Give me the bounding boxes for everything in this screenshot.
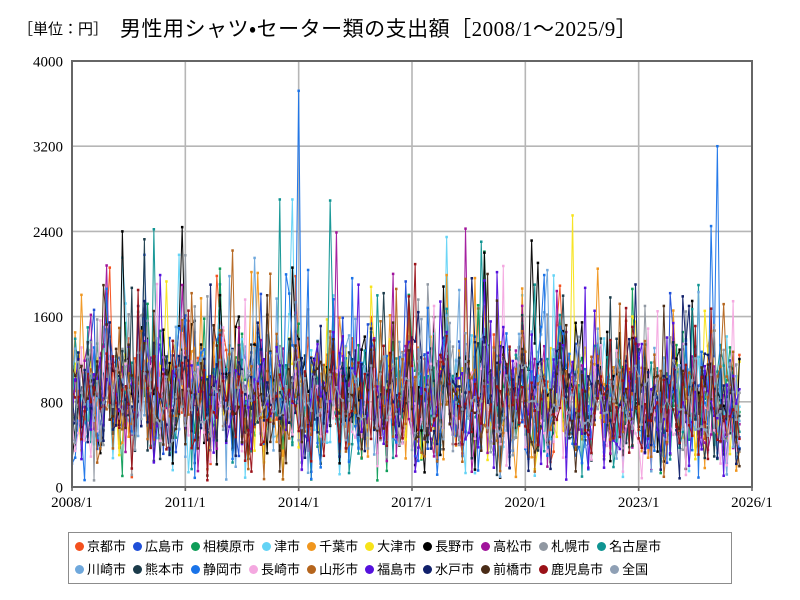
legend-marker-icon [75, 542, 84, 551]
legend-item[interactable]: 静岡市 [191, 563, 242, 576]
y-axis-tick-label: 3200 [33, 140, 63, 156]
legend-item[interactable]: 名古屋市 [597, 540, 661, 553]
legend-marker-icon [539, 565, 549, 574]
legend-item[interactable]: 熊本市 [133, 563, 184, 576]
legend-label: 全国 [622, 562, 649, 577]
page-title: 男性用シャツ・セーター類の支出額［2008/1〜2025/9］ [120, 17, 638, 41]
legend-label: 山形市 [319, 562, 359, 577]
legend-marker-icon [423, 565, 433, 574]
x-axis-tick-label: 2011/1 [165, 495, 206, 511]
legend-label: 相模原市 [203, 539, 256, 554]
legend-label: 千葉市 [319, 539, 359, 554]
legend-marker-icon [423, 542, 433, 551]
legend-item[interactable]: 全国 [610, 563, 648, 576]
legend-marker-icon [481, 565, 491, 574]
legend-item[interactable]: 京都市 [75, 540, 126, 553]
y-axis-tick-label: 4000 [33, 55, 63, 71]
legend-label: 大津市 [377, 539, 417, 554]
legend-label: 長崎市 [261, 562, 301, 577]
legend-label: 広島市 [145, 539, 185, 554]
y-axis-tick-label: 800 [41, 395, 64, 411]
x-axis-tick-label: 2014/1 [278, 495, 320, 511]
legend-marker-icon [75, 565, 84, 574]
legend-marker-icon [191, 542, 201, 551]
legend-label: 福島市 [377, 562, 417, 577]
legend-label: 津市 [274, 539, 301, 554]
legend-label: 水戸市 [435, 562, 475, 577]
x-axis-tick-label: 2017/1 [391, 495, 433, 511]
legend-marker-icon [191, 565, 201, 574]
chart-legend: 京都市 広島市 相模原市 津市 千葉市 大津市 長野市 高松市 札幌市 名古屋市川崎市 熊本市 静岡市… [68, 532, 732, 584]
y-axis-tick-label: 1600 [33, 310, 63, 326]
legend-marker-icon [539, 542, 549, 551]
x-axis-tick-label: 2026/1 [731, 495, 773, 511]
legend-marker-icon [307, 565, 317, 574]
legend-row: 京都市 広島市 相模原市 津市 千葉市 大津市 長野市 高松市 札幌市 名古屋市 [75, 535, 725, 558]
legend-item[interactable]: 広島市 [133, 540, 184, 553]
legend-marker-icon [365, 542, 375, 551]
legend-item[interactable]: 高松市 [481, 540, 532, 553]
legend-row: 川崎市 熊本市 静岡市 長崎市 山形市 福島市 水戸市 前橋市 鹿児島市 全国 [75, 558, 725, 581]
legend-marker-icon [597, 542, 607, 551]
legend-marker-icon [249, 565, 259, 574]
legend-item[interactable]: 札幌市 [539, 540, 590, 553]
legend-item[interactable]: 前橋市 [481, 563, 532, 576]
unit-label: ［単位：円］ [18, 22, 109, 38]
legend-item[interactable]: 大津市 [365, 540, 416, 553]
legend-marker-icon [262, 542, 272, 551]
legend-item[interactable]: 長崎市 [249, 563, 300, 576]
legend-marker-icon [365, 565, 375, 574]
legend-marker-icon [133, 542, 143, 551]
legend-label: 長野市 [435, 539, 475, 554]
legend-item[interactable]: 鹿児島市 [539, 563, 603, 576]
legend-marker-icon [481, 542, 491, 551]
legend-label: 熊本市 [145, 562, 185, 577]
legend-label: 静岡市 [203, 562, 243, 577]
legend-label: 川崎市 [87, 562, 127, 577]
legend-marker-icon [610, 565, 620, 574]
legend-item[interactable]: 相模原市 [191, 540, 255, 553]
x-axis-tick-label: 2008/1 [51, 495, 93, 511]
legend-label: 高松市 [493, 539, 533, 554]
legend-label: 札幌市 [551, 539, 591, 554]
legend-item[interactable]: 津市 [262, 540, 300, 553]
legend-marker-icon [307, 542, 317, 551]
legend-label: 名古屋市 [609, 539, 662, 554]
legend-item[interactable]: 福島市 [365, 563, 416, 576]
legend-label: 京都市 [87, 539, 127, 554]
x-axis-tick-label: 2023/1 [618, 495, 660, 511]
y-axis-tick-label: 0 [56, 481, 64, 497]
legend-item[interactable]: 水戸市 [423, 563, 474, 576]
legend-label: 前橋市 [493, 562, 533, 577]
x-axis-tick-label: 2020/1 [504, 495, 546, 511]
legend-marker-icon [133, 565, 143, 574]
legend-item[interactable]: 山形市 [307, 563, 358, 576]
legend-label: 鹿児島市 [551, 562, 604, 577]
legend-item[interactable]: 川崎市 [75, 563, 126, 576]
legend-item[interactable]: 長野市 [423, 540, 474, 553]
legend-item[interactable]: 千葉市 [307, 540, 358, 553]
y-axis-tick-label: 2400 [33, 225, 63, 241]
